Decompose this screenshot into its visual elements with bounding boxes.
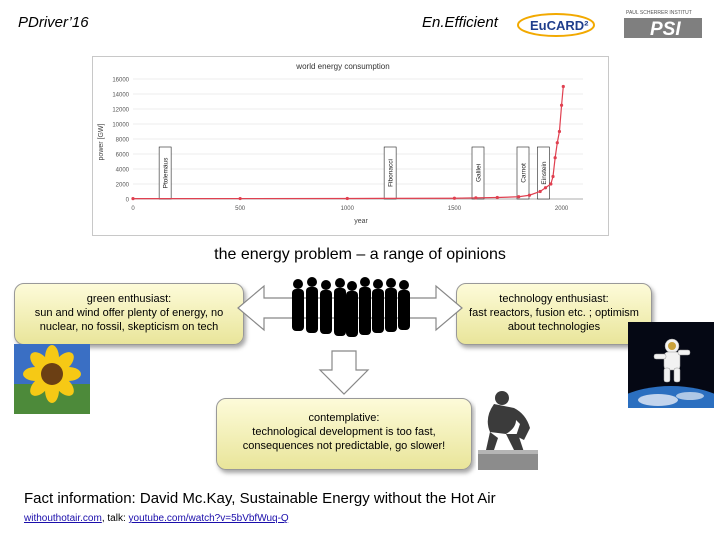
chart-y-tick-label: 4000: [116, 168, 130, 174]
contemplative-heading: contemplative:: [308, 412, 380, 424]
sunflower-image: [14, 344, 90, 414]
chart-data-point: [553, 156, 557, 160]
youtube-talk-link[interactable]: youtube.com/watch?v=5bVbfWuq-Q: [128, 513, 289, 524]
chart-series-line: [132, 86, 564, 200]
chart-annotation-label: Galilei: [476, 164, 483, 182]
chart-data-point: [557, 129, 562, 134]
chart-data-point: [345, 196, 349, 201]
chart-y-tick-label: 6000: [116, 153, 130, 159]
chart-y-tick-label: 12000: [112, 108, 129, 114]
green-heading: green enthusiast:: [86, 293, 172, 305]
chart-data-point: [452, 196, 457, 200]
green-text: sun and wind offer plenty of energy, no …: [34, 307, 224, 333]
chart-y-axis-label: power [GW]: [98, 123, 105, 160]
chart-data-point: [238, 196, 242, 201]
chart-data-point: [561, 84, 565, 89]
fact-information: Fact information: David Mc.Kay, Sustaina…: [24, 490, 496, 507]
chart-title: world energy consumption: [295, 62, 389, 71]
chart-x-tick-label: 1000: [341, 206, 355, 212]
chart-data-point: [517, 195, 521, 199]
svg-text:PAUL SCHERRER INSTITUT: PAUL SCHERRER INSTITUT: [626, 10, 692, 16]
chart-data-point: [131, 197, 135, 201]
crowd-silhouette-icon: [292, 277, 410, 337]
chart-x-tick-label: 500: [235, 206, 246, 212]
chart-x-tick-label: 1500: [448, 206, 462, 212]
chart-y-tick-label: 8000: [116, 138, 130, 144]
chart-annotation-box: [383, 146, 397, 200]
technology-enthusiast-box: technology enthusiast: fast reactors, fu…: [456, 283, 652, 345]
thinker-statue-image: [476, 384, 546, 472]
chart-y-tick-label: 0: [126, 198, 130, 204]
chart-y-tick-label: 2000: [116, 183, 130, 189]
main-title: the energy problem – a range of opinions: [214, 246, 506, 263]
header-left-title: PDriver’16: [18, 14, 89, 31]
svg-text:EuCARD²: EuCARD²: [530, 18, 589, 33]
chart-data-point: [495, 195, 499, 200]
chart-annotation-label: Ptolemäus: [163, 157, 170, 188]
chart-data-point: [549, 182, 553, 186]
chart-annotation-label: Einstein: [541, 161, 548, 185]
eucard-logo: EuCARD²: [517, 13, 595, 37]
down-arrow-icon: [318, 350, 370, 395]
chart-data-point: [551, 174, 555, 179]
chart-annotation-box: [471, 146, 485, 200]
svg-text:PSI: PSI: [650, 19, 681, 40]
chart-x-axis-label: year: [354, 218, 368, 225]
contemplative-box: contemplative: technological development…: [216, 398, 472, 470]
psi-logo: PAUL SCHERRER INSTITUT PSI: [624, 10, 702, 40]
green-enthusiast-box: green enthusiast: sun and wind offer ple…: [14, 283, 244, 345]
chart-y-tick-label: 10000: [112, 123, 129, 129]
withouthotair-link[interactable]: withouthotair.com: [24, 513, 102, 524]
links-separator: , talk:: [101, 513, 129, 524]
chart-data-point: [538, 189, 542, 194]
chart-y-tick-label: 14000: [112, 93, 129, 99]
astronaut-image: [628, 322, 714, 408]
chart-data-point: [555, 141, 559, 145]
chart-y-tick-label: 16000: [112, 78, 129, 84]
chart-x-tick-label: 2000: [555, 206, 569, 212]
chart-x-tick-label: 0: [131, 206, 135, 212]
reference-links: withouthotair.com, talk: youtube.com/wat…: [24, 513, 289, 524]
chart-annotation-box: [537, 146, 550, 200]
tech-text: fast reactors, fusion etc. ; optimism ab…: [469, 307, 639, 333]
chart-data-point: [559, 103, 564, 107]
chart-data-point: [527, 193, 532, 197]
chart-annotation-label: Carnot: [521, 163, 528, 183]
chart-annotation-box: [516, 146, 530, 200]
chart-data-point: [474, 196, 478, 200]
tech-heading: technology enthusiast:: [499, 293, 609, 305]
header-center-title: En.Efficient: [422, 14, 498, 31]
contemplative-text: technological development is too fast, c…: [242, 426, 446, 452]
world-energy-chart: world energy consumption power [GW] year…: [92, 56, 609, 236]
chart-annotation-label: Fibonacci: [388, 159, 395, 187]
chart-data-point: [543, 186, 548, 190]
